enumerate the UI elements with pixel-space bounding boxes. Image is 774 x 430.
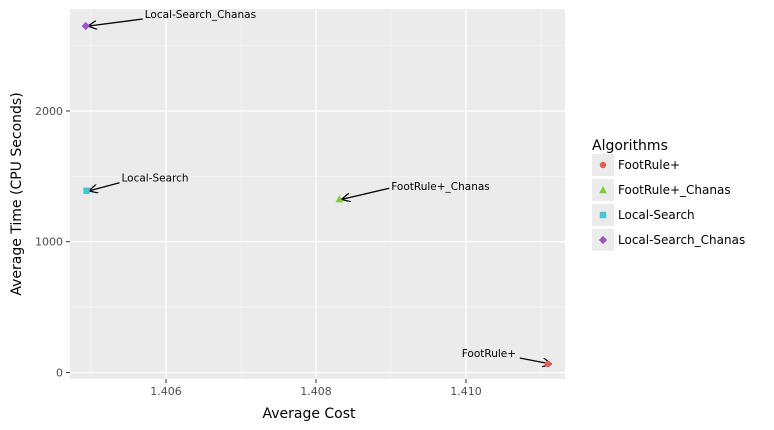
legend-label: Local-Search: [618, 208, 695, 222]
data-point: [335, 195, 344, 203]
legend-title: Algorithms: [592, 138, 668, 154]
grid: [70, 9, 565, 379]
plot-panel: [70, 9, 565, 379]
legend-marker: [599, 161, 607, 169]
annotation-label: Local-Search: [122, 173, 189, 185]
annotation-arrow: [90, 182, 120, 191]
x-tick-label: 1.408: [300, 385, 332, 398]
legend: Algorithms FootRule+ FootRule+_Chanas Loca…: [592, 138, 745, 251]
annotation-label: FootRule+: [462, 348, 516, 360]
legend-marker: [599, 186, 607, 194]
data-point: [83, 187, 90, 194]
y-axis-title: Average Time (CPU Seconds): [9, 92, 25, 295]
annotation-arrow: [342, 187, 390, 199]
legend-label: FootRule+_Chanas: [618, 183, 731, 197]
y-tick-label: 1000: [35, 236, 63, 249]
legend-marker: [599, 211, 607, 219]
legend-label: Local-Search_Chanas: [618, 233, 745, 247]
ticks: 1.406 1.408 1.410 0 1000 2000: [35, 105, 482, 398]
data-points: [81, 21, 551, 368]
x-axis-title: Average Cost: [262, 406, 356, 422]
annotation-label: Local-Search_Chanas: [145, 9, 256, 21]
y-tick-label: 0: [56, 366, 63, 379]
x-tick-label: 1.410: [450, 385, 482, 398]
legend-label: FootRule+: [618, 158, 680, 172]
annotation-label: FootRule+_Chanas: [391, 181, 490, 193]
legend-marker: [598, 235, 608, 245]
data-point: [81, 21, 90, 31]
y-tick-label: 2000: [35, 105, 63, 118]
annotation-arrow: [89, 18, 143, 26]
data-point: [544, 360, 551, 368]
x-tick-label: 1.406: [150, 385, 182, 398]
annotations: FootRule+ FootRule+_Chanas Local-Search Loc…: [89, 9, 551, 364]
